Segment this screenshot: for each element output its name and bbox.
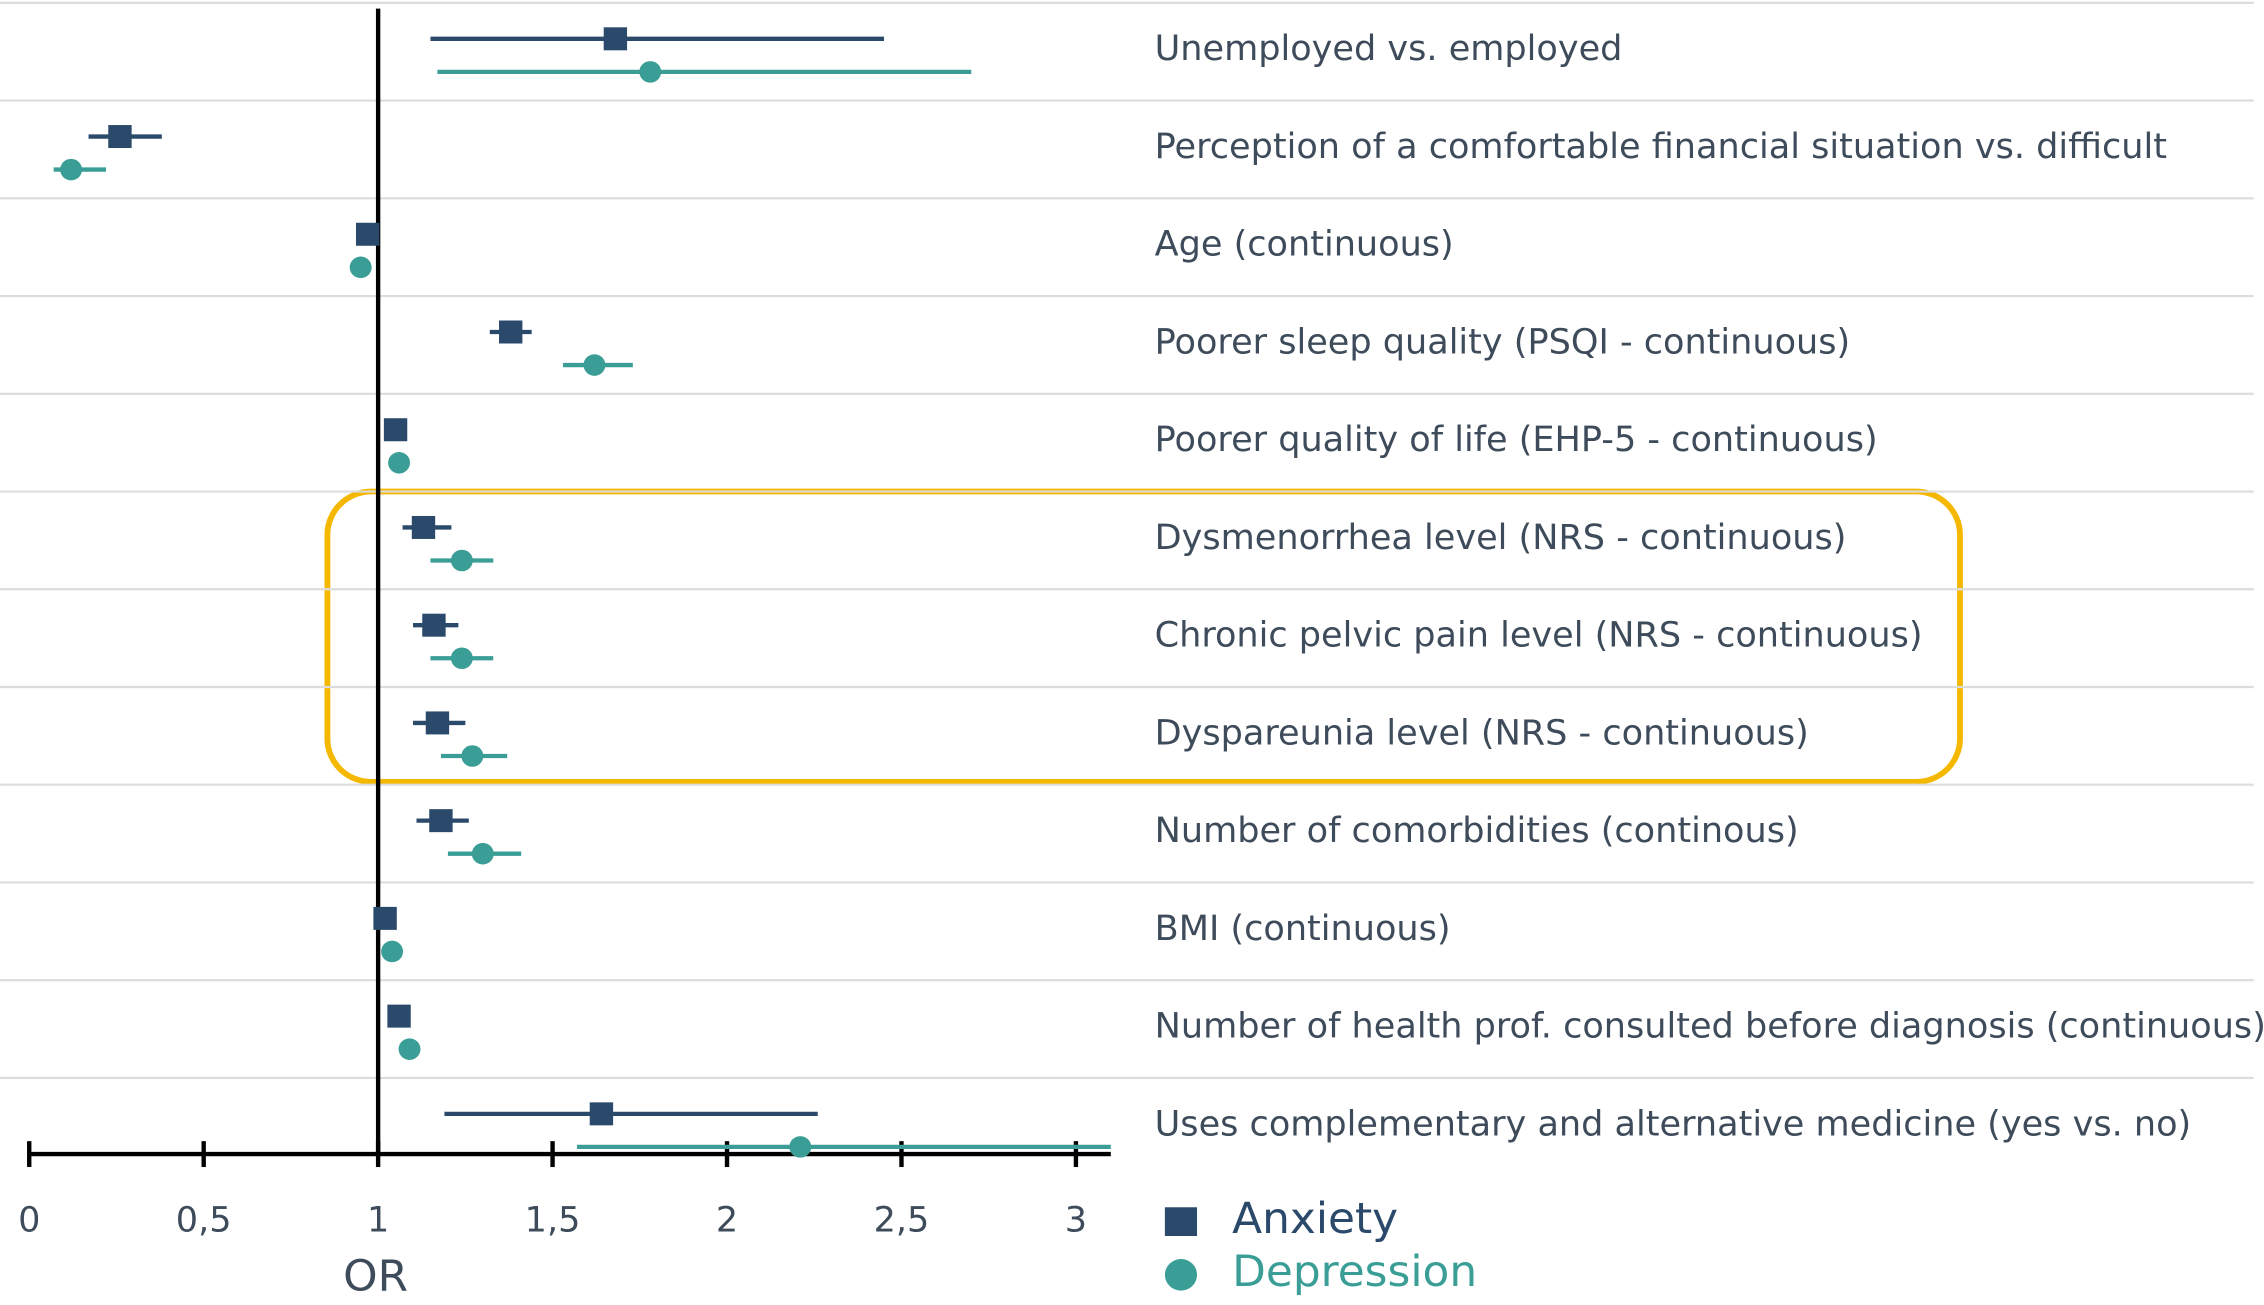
row-label: Age (continuous)	[1155, 225, 1454, 265]
point	[639, 61, 662, 83]
point	[589, 1102, 614, 1126]
legend-label: Anxiety	[1232, 1194, 1398, 1244]
row-label: Uses complementary and alternative medic…	[1155, 1105, 2192, 1145]
point	[355, 222, 380, 246]
row-label: Poorer sleep quality (PSQI - continuous)	[1155, 323, 1851, 363]
row-label: Dysmenorrhea level (NRS - continuous)	[1155, 518, 1847, 558]
row-label: Number of comorbidities (continous)	[1155, 811, 1799, 851]
point	[422, 613, 446, 637]
point	[461, 745, 484, 767]
row-label: Number of health prof. consulted before …	[1155, 1007, 2264, 1047]
point	[108, 125, 132, 149]
point	[499, 320, 523, 344]
point	[603, 27, 628, 51]
point	[388, 452, 411, 474]
point	[387, 1004, 411, 1028]
x-tick-label: 3	[1065, 1201, 1087, 1241]
point	[373, 906, 397, 930]
point	[411, 515, 436, 539]
point	[381, 940, 404, 963]
x-axis-label: OR	[343, 1252, 408, 1302]
point	[60, 158, 83, 181]
row-label: Perception of a comfortable financial si…	[1155, 127, 2167, 167]
point	[450, 549, 473, 572]
point	[383, 418, 408, 442]
row-label: Dyspareunia level (NRS - continuous)	[1155, 714, 1809, 754]
point	[349, 256, 372, 279]
point	[450, 647, 473, 670]
row-label: Poorer quality of life (EHP-5 - continuo…	[1155, 420, 1878, 460]
point	[429, 809, 453, 833]
x-tick-label: 0,5	[176, 1201, 232, 1241]
x-tick-label: 2,5	[874, 1201, 930, 1241]
point	[398, 1038, 421, 1060]
point	[425, 711, 450, 735]
row-label: BMI (continuous)	[1155, 909, 1451, 949]
x-tick-label: 1,5	[525, 1201, 581, 1241]
x-tick-label: 0	[18, 1201, 40, 1241]
x-tick-label: 2	[716, 1201, 738, 1241]
legend-swatch	[1164, 1207, 1198, 1237]
point	[471, 842, 494, 865]
point	[583, 354, 606, 376]
x-tick-label: 1	[367, 1201, 389, 1241]
row-label: Chronic pelvic pain level (NRS - continu…	[1155, 616, 1923, 656]
point	[789, 1136, 812, 1158]
row-label: Unemployed vs. employed	[1155, 29, 1623, 69]
legend-label: Depression	[1232, 1248, 1477, 1298]
legend-swatch	[1164, 1259, 1198, 1291]
